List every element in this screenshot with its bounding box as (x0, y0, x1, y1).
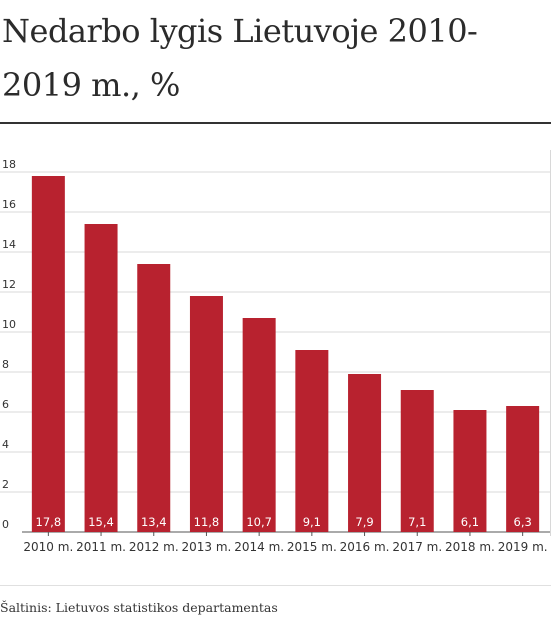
bar (137, 264, 171, 532)
bar-value-label: 10,7 (246, 515, 272, 529)
y-tick-label: 18 (2, 158, 16, 171)
bar (189, 296, 223, 532)
x-tick-label: 2013 m. (182, 540, 232, 554)
y-tick-label: 6 (2, 398, 9, 411)
y-tick-label: 0 (2, 518, 9, 531)
bar-value-label: 17,8 (36, 515, 62, 529)
bar-value-label: 9,1 (303, 515, 321, 529)
bar (242, 318, 276, 532)
bar (31, 176, 65, 532)
bar-value-label: 13,4 (141, 515, 167, 529)
bar (84, 224, 118, 532)
y-tick-label: 4 (2, 438, 9, 451)
bar (295, 350, 329, 532)
x-tick-label: 2012 m. (129, 540, 179, 554)
title-divider (0, 122, 551, 124)
bar-value-label: 6,3 (514, 515, 532, 529)
bar-chart: 0 2 4 6 8 10 12 14 16 18 17,8 2010 m. 15,4 2011 m. 13,… (0, 158, 551, 554)
bar (400, 390, 434, 532)
bar-value-label: 7,1 (408, 515, 426, 529)
x-tick-label: 2017 m. (392, 540, 442, 554)
x-tick-label: 2018 m. (445, 540, 495, 554)
x-tick-label: 2019 m. (498, 540, 548, 554)
y-tick-label: 14 (2, 238, 16, 251)
chart-right-border (550, 150, 551, 536)
chart-title: Nedarbo lygis Lietuvoje 2010-2019 m., % (2, 12, 478, 104)
source-note: Šaltinis: Lietuvos statistikos departame… (0, 600, 278, 615)
footer-divider (0, 585, 551, 586)
bar (506, 406, 540, 532)
bar (453, 410, 487, 532)
y-tick-label: 12 (2, 278, 16, 291)
y-tick-label: 16 (2, 198, 16, 211)
y-tick-label: 10 (2, 318, 16, 331)
x-tick-label: 2016 m. (340, 540, 390, 554)
y-tick-label: 2 (2, 478, 9, 491)
bar-value-label: 7,9 (355, 515, 373, 529)
bar-value-label: 15,4 (88, 515, 114, 529)
y-tick-label: 8 (2, 358, 9, 371)
x-tick-label: 2011 m. (76, 540, 126, 554)
x-tick-label: 2014 m. (234, 540, 284, 554)
bar (348, 374, 382, 532)
x-tick-label: 2015 m. (287, 540, 337, 554)
bar-value-label: 6,1 (461, 515, 479, 529)
bar-value-label: 11,8 (194, 515, 220, 529)
x-tick-label: 2010 m. (23, 540, 73, 554)
